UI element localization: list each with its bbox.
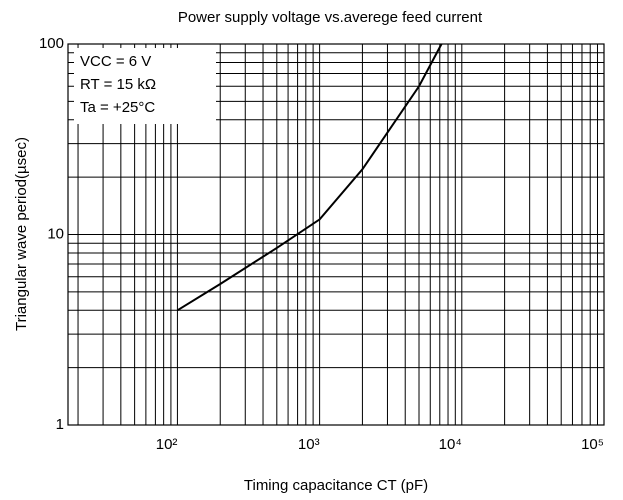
plot-frame	[67, 43, 605, 426]
x-tick-label: 10⁵	[581, 436, 604, 453]
y-tick-label: 1	[56, 416, 64, 433]
chart-title: Power supply voltage vs.averege feed cur…	[178, 9, 483, 26]
x-axis-label: Timing capacitance CT (pF)	[244, 477, 428, 494]
y-tick-label: 100	[39, 35, 64, 52]
annotation: RT = 15 kΩ	[80, 76, 156, 93]
x-tick-label: 10⁴	[439, 436, 462, 453]
y-tick-label: 10	[47, 225, 64, 242]
annotation-box	[74, 48, 216, 124]
line	[176, 43, 443, 312]
x-tick-label: 10³	[298, 436, 320, 453]
annotation: Ta = +25°C	[80, 99, 155, 116]
x-tick-label: 10²	[156, 436, 178, 453]
y-axis-label: Triangular wave period(µsec)	[13, 137, 30, 331]
annotation: VCC = 6 V	[80, 53, 151, 70]
